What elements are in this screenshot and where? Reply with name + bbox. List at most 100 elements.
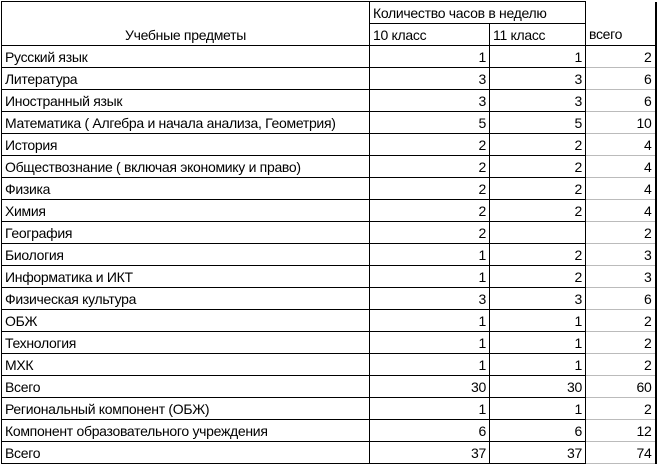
subject-cell: Русский язык bbox=[1, 45, 370, 68]
subject-cell: Информатика и ИКТ bbox=[1, 265, 370, 288]
total-cell: 4 bbox=[585, 199, 657, 222]
subjects-header: Учебные предметы bbox=[1, 1, 370, 46]
header-row-1: Учебные предметы Количество часов в неде… bbox=[1, 1, 657, 46]
table-row: Региональный компонент (ОБЖ) 1 1 2 bbox=[1, 397, 657, 420]
total-cell: 74 bbox=[585, 441, 657, 464]
grade11-cell: 3 bbox=[489, 89, 586, 112]
grade11-cell: 5 bbox=[489, 111, 586, 134]
table-row: Компонент образовательного учреждения 6 6 1… bbox=[1, 419, 657, 442]
grade10-cell: 6 bbox=[369, 419, 490, 442]
subject-cell: Биология bbox=[1, 243, 370, 266]
table-row: Всего 37 37 74 bbox=[1, 441, 657, 464]
subject-cell: Литература bbox=[1, 67, 370, 90]
grade10-cell: 2 bbox=[369, 199, 490, 222]
total-cell: 2 bbox=[585, 309, 657, 332]
grade10-cell: 1 bbox=[369, 397, 490, 420]
subject-cell: Компонент образовательного учреждения bbox=[1, 419, 370, 442]
grade11-cell: 2 bbox=[489, 155, 586, 178]
grade11-cell: 2 bbox=[489, 133, 586, 156]
header-row-2: 10 класс 11 класс всего bbox=[2, 23, 657, 46]
table-row: Химия 2 2 4 bbox=[1, 199, 657, 222]
table-row: Физическая культура 3 3 6 bbox=[1, 287, 657, 310]
grade11-cell bbox=[489, 221, 586, 244]
grade11-cell: 1 bbox=[489, 353, 586, 376]
total-header: всего bbox=[585, 23, 657, 46]
subject-cell: История bbox=[1, 133, 370, 156]
grade10-cell: 30 bbox=[369, 375, 490, 398]
table-row: Обществознание ( включая экономику и пра… bbox=[1, 155, 657, 178]
table-row: Математика ( Алгебра и начала анализа, Г… bbox=[1, 111, 657, 134]
table-row: Литература 3 3 6 bbox=[1, 67, 657, 90]
grade11-cell: 6 bbox=[489, 419, 586, 442]
grade10-cell: 2 bbox=[369, 221, 490, 244]
hours-per-week-header: Количество часов в неделю bbox=[369, 1, 586, 24]
total-cell: 4 bbox=[585, 155, 657, 178]
grade10-cell: 3 bbox=[369, 67, 490, 90]
grade11-header: 11 класс bbox=[489, 23, 586, 46]
subject-cell: Математика ( Алгебра и начала анализа, Г… bbox=[1, 111, 370, 134]
total-cell: 2 bbox=[585, 397, 657, 420]
grade11-cell: 2 bbox=[489, 177, 586, 200]
table-row: Биология 1 2 3 bbox=[1, 243, 657, 266]
grade11-cell: 3 bbox=[489, 67, 586, 90]
grade10-cell: 1 bbox=[369, 243, 490, 266]
grade10-header: 10 класс bbox=[369, 23, 490, 46]
subject-cell: Всего bbox=[1, 375, 370, 398]
total-cell: 2 bbox=[585, 353, 657, 376]
total-cell: 2 bbox=[585, 331, 657, 354]
grade11-cell: 30 bbox=[489, 375, 586, 398]
total-cell: 6 bbox=[585, 287, 657, 310]
total-cell: 3 bbox=[585, 243, 657, 266]
table-row: Всего 30 30 60 bbox=[1, 375, 657, 398]
grade11-cell: 37 bbox=[489, 441, 586, 464]
grade11-cell: 2 bbox=[489, 199, 586, 222]
grade11-cell: 1 bbox=[489, 331, 586, 354]
subject-cell: ОБЖ bbox=[1, 309, 370, 332]
table-row: Русский язык 1 1 2 bbox=[1, 45, 657, 68]
grade10-cell: 1 bbox=[369, 265, 490, 288]
table-row: Физика 2 2 4 bbox=[1, 177, 657, 200]
grade10-cell: 1 bbox=[369, 353, 490, 376]
table-row: МХК 1 1 2 bbox=[1, 353, 657, 376]
grade11-cell: 1 bbox=[489, 45, 586, 68]
subject-cell: Обществознание ( включая экономику и пра… bbox=[1, 155, 370, 178]
table-row: Информатика и ИКТ 1 2 3 bbox=[1, 265, 657, 288]
grade10-cell: 37 bbox=[369, 441, 490, 464]
total-cell: 4 bbox=[585, 133, 657, 156]
table-row: Иностранный язык 3 3 6 bbox=[1, 89, 657, 112]
subject-cell: Всего bbox=[1, 441, 370, 464]
subject-cell: География bbox=[1, 221, 370, 244]
table-row: Технология 1 1 2 bbox=[1, 331, 657, 354]
total-cell: 2 bbox=[585, 45, 657, 68]
grade10-cell: 3 bbox=[369, 287, 490, 310]
grade11-cell: 2 bbox=[489, 265, 586, 288]
grade10-cell: 1 bbox=[369, 45, 490, 68]
total-cell: 12 bbox=[585, 419, 657, 442]
grade11-cell: 3 bbox=[489, 287, 586, 310]
grade11-cell: 2 bbox=[489, 243, 586, 266]
total-cell: 4 bbox=[585, 177, 657, 200]
grade11-cell: 1 bbox=[489, 397, 586, 420]
table-row: История 2 2 4 bbox=[1, 133, 657, 156]
grade10-cell: 5 bbox=[369, 111, 490, 134]
table-row: ОБЖ 1 1 2 bbox=[1, 309, 657, 332]
subject-cell: МХК bbox=[1, 353, 370, 376]
grade10-cell: 1 bbox=[369, 309, 490, 332]
grade10-cell: 3 bbox=[369, 89, 490, 112]
subject-cell: Иностранный язык bbox=[1, 89, 370, 112]
total-cell: 6 bbox=[585, 89, 657, 112]
grade10-cell: 1 bbox=[369, 331, 490, 354]
total-cell: 3 bbox=[585, 265, 657, 288]
grade10-cell: 2 bbox=[369, 133, 490, 156]
subject-cell: Химия bbox=[1, 199, 370, 222]
grade10-cell: 2 bbox=[369, 155, 490, 178]
total-cell: 2 bbox=[585, 221, 657, 244]
subject-cell: Физическая культура bbox=[1, 287, 370, 310]
total-cell: 60 bbox=[585, 375, 657, 398]
grade10-cell: 2 bbox=[369, 177, 490, 200]
grade11-cell: 1 bbox=[489, 309, 586, 332]
total-cell: 6 bbox=[585, 67, 657, 90]
subject-cell: Технология bbox=[1, 331, 370, 354]
header-blank-cell bbox=[585, 1, 657, 24]
